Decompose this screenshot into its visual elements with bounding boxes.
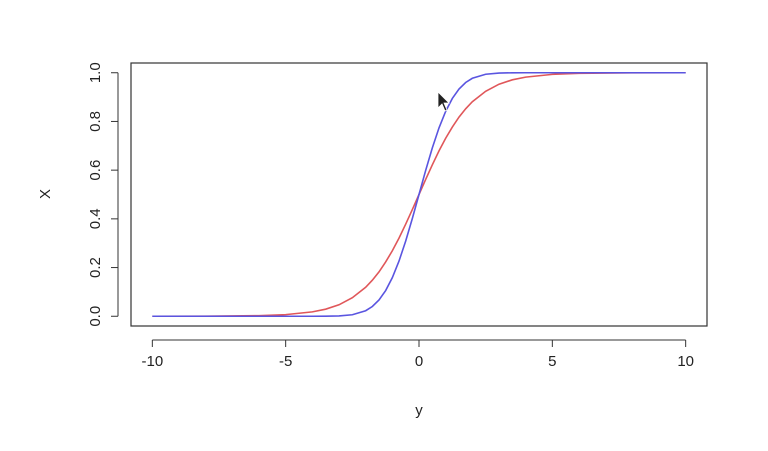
line-series: [152, 71, 686, 318]
plot-box: [130, 62, 708, 327]
y-tick-label: 0.4: [87, 208, 104, 229]
x-tick-label: 10: [677, 353, 694, 370]
x-tick-label: -5: [279, 353, 292, 370]
mouse-cursor: [437, 91, 450, 112]
y-tick-label: 1.0: [87, 62, 104, 83]
y-axis-label: X: [37, 189, 54, 199]
y-tick-label: 0.0: [87, 306, 104, 327]
x-tick-label: 0: [415, 353, 423, 370]
y-tick-label: 0.6: [87, 160, 104, 181]
x-axis-label: y: [415, 402, 423, 419]
y-tick-label: 0.2: [87, 257, 104, 278]
x-tick-label: 5: [548, 353, 556, 370]
x-tick-label: -10: [141, 353, 163, 370]
y-tick-label: 0.8: [87, 111, 104, 132]
